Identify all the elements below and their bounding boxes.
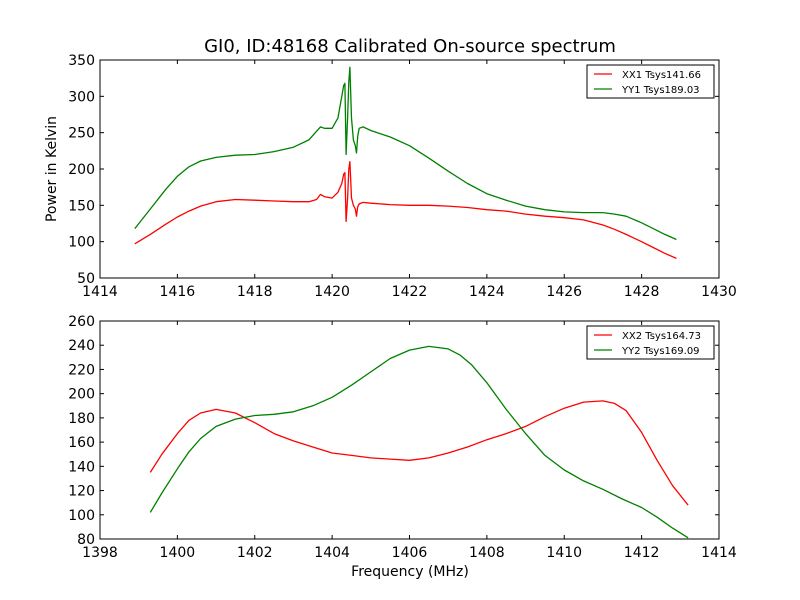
x-tick-label: 1416	[160, 284, 196, 300]
y-tick-label: 300	[68, 89, 95, 105]
top-legend-box	[586, 64, 715, 99]
legend-label-xx1: XX1 Tsys141.66	[622, 70, 701, 81]
series-line-yy1	[134, 66, 677, 241]
y-tick-label: 140	[68, 459, 95, 475]
x-tick-label: 1428	[624, 284, 660, 300]
x-tick-label: 1414	[82, 284, 118, 300]
y-axis-label-top: Power in Kelvin	[44, 116, 60, 222]
top-panel: GI0, ID:48168 Calibrated On-source spect…	[44, 36, 737, 300]
legend-label-yy1: YY1 Tsys189.03	[621, 85, 700, 96]
top-plot-frame	[99, 59, 720, 279]
bottom-legend: XX2 Tsys164.73 YY2 Tsys169.09	[586, 325, 715, 360]
y-tick-label: 160	[68, 435, 95, 451]
top-panel-series	[134, 66, 677, 259]
y-tick-label: 120	[68, 484, 95, 500]
y-tick-label: 50	[77, 271, 95, 287]
y-tick-label: 200	[68, 387, 95, 403]
chart-title: GI0, ID:48168 Calibrated On-source spect…	[204, 36, 616, 57]
x-tick-label: 1410	[546, 545, 582, 561]
bottom-legend-box	[586, 325, 715, 360]
y-tick-label: 80	[77, 532, 95, 548]
y-tick-label: 220	[68, 362, 95, 378]
x-tick-label: 1406	[392, 545, 428, 561]
x-tick-label: 1420	[314, 284, 350, 300]
top-panel-ticks: 1414 1416 1418 1420 1422 1424 1426 1428 1430 50 10…	[68, 53, 737, 300]
y-tick-label: 240	[68, 338, 95, 354]
series-line-xx2	[149, 400, 689, 506]
x-tick-label: 1404	[314, 545, 350, 561]
series-line-xx1	[134, 161, 677, 259]
x-tick-label: 1422	[392, 284, 428, 300]
y-tick-label: 100	[68, 508, 95, 524]
x-tick-label: 1430	[701, 284, 737, 300]
x-tick-label: 1402	[237, 545, 273, 561]
y-tick-label: 180	[68, 411, 95, 427]
legend-label-yy2: YY2 Tsys169.09	[621, 346, 700, 357]
x-tick-label: 1424	[469, 284, 505, 300]
bottom-panel: Frequency (MHz) 1398 1400 1402 1404 1406 1408…	[68, 314, 737, 580]
y-tick-label: 150	[68, 198, 95, 214]
top-legend: XX1 Tsys141.66 YY1 Tsys189.03	[586, 64, 715, 99]
y-tick-label: 200	[68, 162, 95, 178]
x-tick-label: 1412	[624, 545, 660, 561]
legend-label-xx2: XX2 Tsys164.73	[622, 331, 701, 342]
bottom-panel-ticks: 1398 1400 1402 1404 1406 1408 1410 1412 1414 80 10…	[68, 314, 737, 561]
series-line-yy2	[149, 345, 689, 539]
x-tick-label: 1418	[237, 284, 273, 300]
x-tick-label: 1408	[469, 545, 505, 561]
x-axis-label-bottom: Frequency (MHz)	[351, 564, 469, 580]
y-tick-label: 350	[68, 53, 95, 69]
y-tick-label: 250	[68, 126, 95, 142]
x-tick-label: 1414	[701, 545, 737, 561]
x-tick-label: 1426	[546, 284, 582, 300]
y-tick-label: 100	[68, 235, 95, 251]
bottom-plot-frame	[99, 320, 720, 540]
y-tick-label: 260	[68, 314, 95, 330]
x-tick-label: 1400	[160, 545, 196, 561]
bottom-panel-series	[149, 345, 689, 539]
x-tick-label: 1398	[82, 545, 118, 561]
